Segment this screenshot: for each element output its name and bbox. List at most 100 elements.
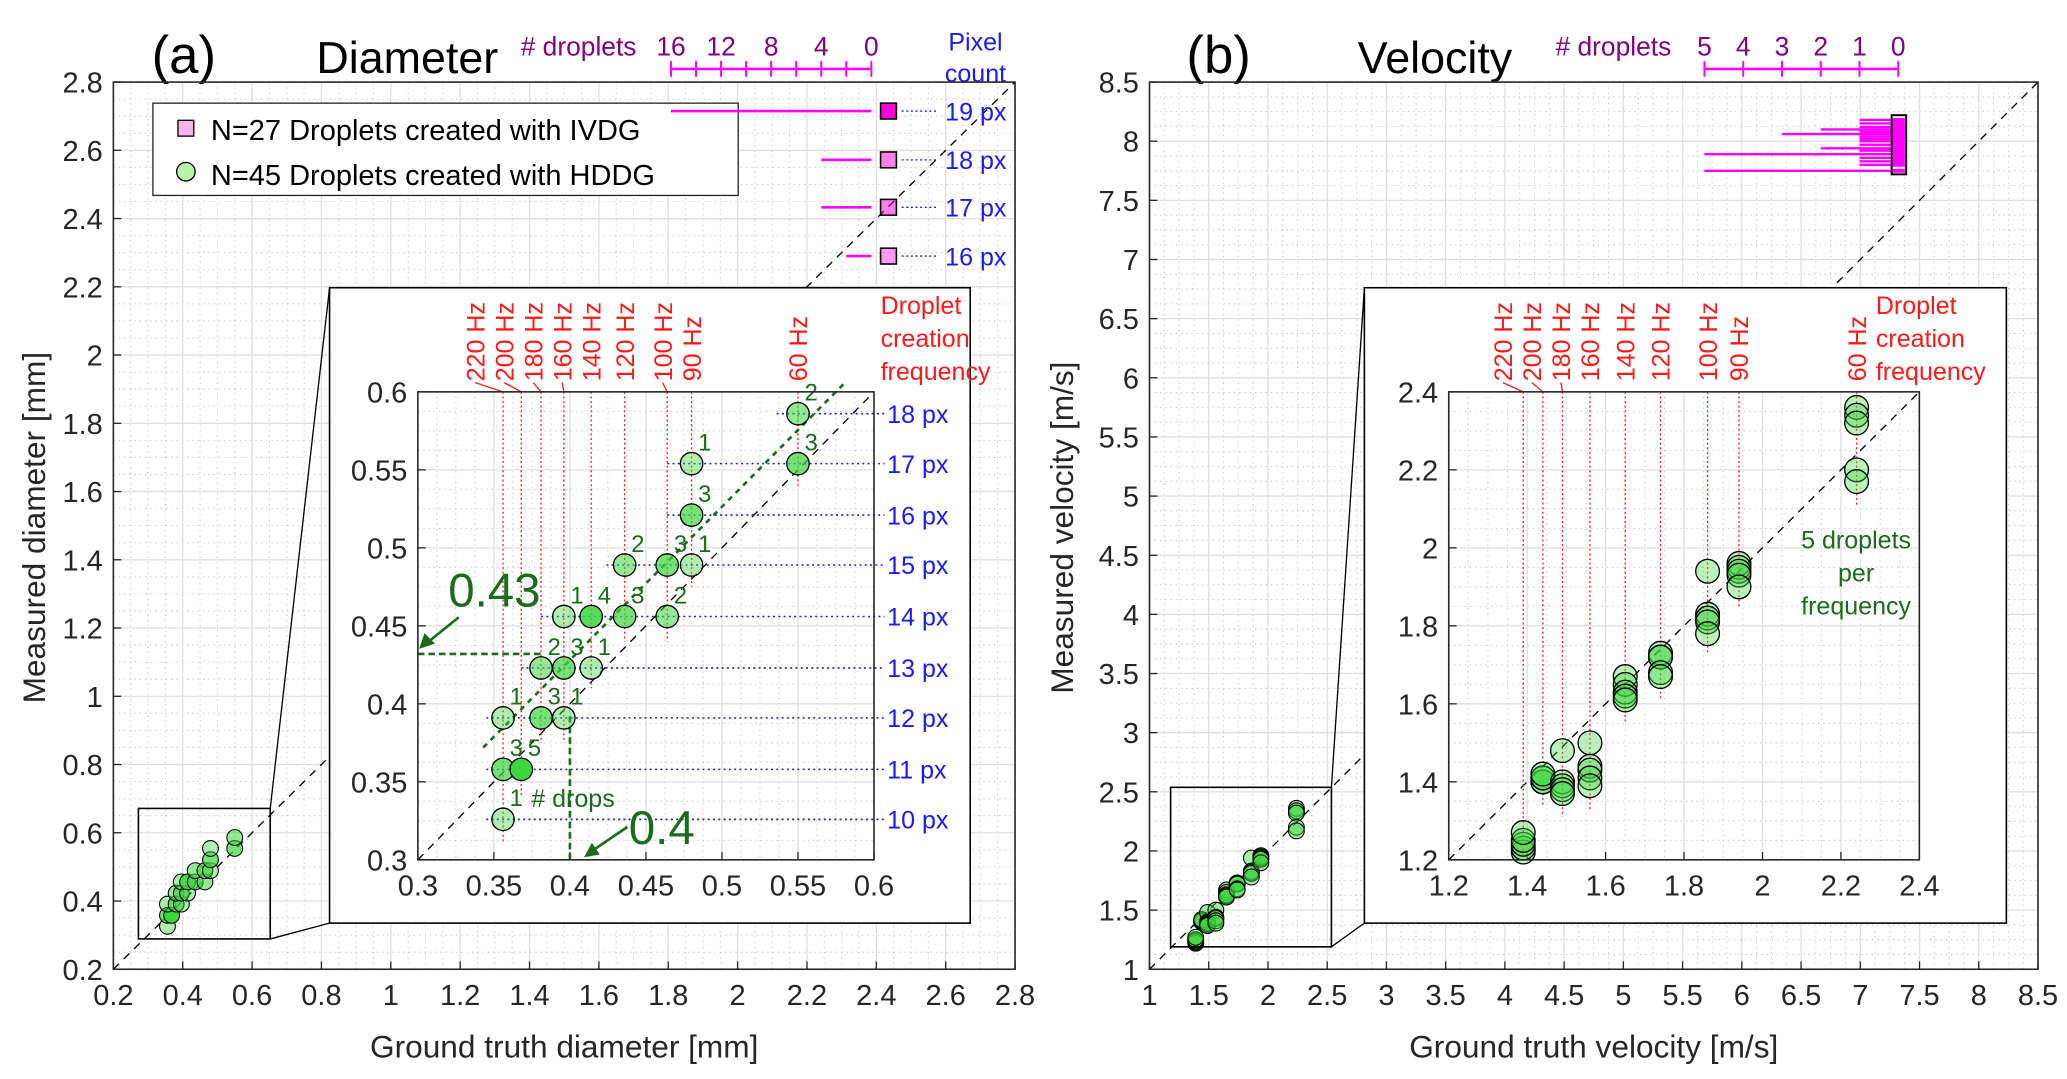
b-main-x-tick-label: 3 (1378, 980, 1394, 1012)
a-legend (152, 102, 739, 197)
a-main-x-tick-label: 0.2 (93, 980, 133, 1012)
a-histogram-tick-label: 4 (814, 32, 829, 62)
a-data-point (202, 840, 219, 857)
a-frequency-label: 60 Hz (785, 316, 813, 381)
a-truth-value-label: 0.4 (629, 802, 695, 855)
b-data-point (1228, 875, 1246, 893)
a-main-identity-line (112, 81, 1016, 970)
a-pixel-row-label: 14 px (887, 604, 949, 632)
a-pixel-row-label: 17 px (887, 451, 949, 479)
a-frequency-title: creation (881, 325, 970, 353)
b-frequency-title: Droplet (1876, 292, 1957, 320)
a-inset-data-point (612, 604, 637, 629)
b-main-x-tick-label: 1.5 (1189, 980, 1229, 1012)
a-droplet-count-label: 1 (698, 532, 711, 558)
a-frequency-label: 180 Hz (520, 302, 548, 381)
a-main-x-tick-label: 0.6 (232, 980, 272, 1012)
b-histogram-tick-label: 4 (1736, 32, 1751, 62)
a-frequency-leader (532, 382, 542, 393)
a-histogram-tick-label: 16 (656, 32, 685, 62)
b-main-x-tick-label: 4.5 (1544, 980, 1584, 1012)
b-inset-data-point (1612, 687, 1638, 713)
ivdg-marker (1892, 168, 1905, 173)
a-inset-axes-box (417, 391, 875, 861)
b-inset-y-tick-label: 1.4 (1398, 767, 1438, 799)
b-main-x-tick-label: 7 (1852, 980, 1868, 1012)
b-histogram-tick-label: 3 (1775, 32, 1790, 62)
a-inset-y-tick-label: 0.35 (351, 767, 407, 799)
legend-entry-ivdg: N=27 Droplets created with IVDG (211, 115, 641, 147)
a-histogram-pixel-label: 19 px (945, 98, 1007, 126)
ivdg-marker (1892, 159, 1905, 164)
a-main-x-tick-label: 2.8 (995, 980, 1035, 1012)
b-frequency-label: 160 Hz (1577, 302, 1605, 381)
b-inset-data-point (1530, 761, 1556, 787)
b-ivdg-marker-stack (1890, 114, 1908, 176)
b-main-y-tick-label: 2.5 (1099, 777, 1139, 809)
ivdg-marker (1892, 146, 1905, 151)
a-main-y-tick-label: 0.2 (62, 955, 102, 987)
b-data-point (1287, 804, 1305, 822)
a-x-axis-label: Ground truth diameter [mm] (370, 1029, 758, 1065)
ivdg-marker (1892, 127, 1905, 132)
a-main-x-tick-label: 1.8 (648, 980, 688, 1012)
b-inset-data-point (1695, 558, 1721, 584)
a-zoom-connector (270, 922, 330, 940)
b-frequency-label: 180 Hz (1548, 302, 1576, 381)
b-data-point (1287, 822, 1305, 840)
b-main-x-tick-label: 6.5 (1781, 980, 1821, 1012)
b-inset-data-point (1695, 621, 1721, 647)
b-frequency-leader (1502, 382, 1524, 393)
a-inset-data-point (679, 451, 704, 476)
a-inset-data-point (786, 401, 810, 426)
a-inset-x-tick-label: 0.5 (702, 870, 742, 902)
panel-title-b: Velocity (1358, 33, 1513, 83)
b-data-point (1242, 864, 1260, 882)
b-inset-x-tick-label: 1.2 (1429, 870, 1469, 902)
a-droplet-count-label: 5 (528, 736, 541, 762)
panel-title-a: Diameter (316, 33, 498, 83)
a-inset-data-point (579, 656, 604, 680)
b-main-y-tick-label: 5.5 (1099, 422, 1139, 454)
a-frequency-leader (503, 382, 522, 393)
a-inset-data-point (509, 757, 534, 782)
b-main-x-tick-label: 1 (1141, 980, 1157, 1012)
b-inset-x-tick-label: 2.2 (1821, 870, 1861, 902)
a-droplet-count-label: 2 (674, 583, 687, 609)
b-inset-data-point (1844, 402, 1870, 428)
a-main-x-tick-label: 2.6 (926, 980, 966, 1012)
ivdg-marker (879, 102, 898, 120)
b-frequency-label: 220 Hz (1490, 302, 1518, 381)
a-y-axis-label: Measured diameter [mm] (16, 352, 52, 704)
a-main-x-tick-label: 0.4 (163, 980, 203, 1012)
b-inset-x-tick-label: 1.8 (1664, 870, 1704, 902)
a-pixel-row-label: 16 px (887, 502, 949, 530)
b-inset-data-point (1510, 820, 1536, 846)
ivdg-marker (1892, 136, 1905, 141)
a-droplet-count-label: 1 (510, 685, 523, 711)
b-frequency-title: frequency (1876, 358, 1986, 386)
a-pixel-row-label: 10 px (887, 807, 949, 835)
a-mean-value-label: 0.43 (448, 565, 540, 618)
a-zoom-connector (269, 287, 331, 809)
b-frequency-label: 140 Hz (1612, 302, 1640, 381)
a-arrow-head-icon (419, 633, 436, 649)
b-main-y-tick-label: 8 (1123, 127, 1139, 159)
a-main-x-tick-label: 1.6 (579, 980, 619, 1012)
a-pixel-row-label: 13 px (887, 655, 949, 683)
b-main-x-tick-label: 3.5 (1426, 980, 1466, 1012)
b-inset-x-tick-label: 2 (1754, 870, 1770, 902)
a-main-y-tick-label: 1.8 (62, 409, 102, 441)
b-main-axes-box (1148, 81, 2039, 971)
a-inset-identity-line (417, 391, 875, 861)
b-main-y-tick-label: 5 (1123, 482, 1139, 514)
b-frequency-leader (1560, 382, 1564, 392)
b-main-x-tick-label: 5.5 (1662, 980, 1702, 1012)
ivdg-marker (1892, 132, 1905, 137)
a-inset-x-tick-label: 0.55 (770, 870, 826, 902)
a-inset-data-point (786, 451, 810, 476)
b-frequency-label: 100 Hz (1695, 302, 1723, 381)
a-pixel-count-label: count (945, 60, 1006, 88)
a-main-axes-box (112, 81, 1016, 971)
a-droplet-count-label: 1 (698, 430, 711, 456)
